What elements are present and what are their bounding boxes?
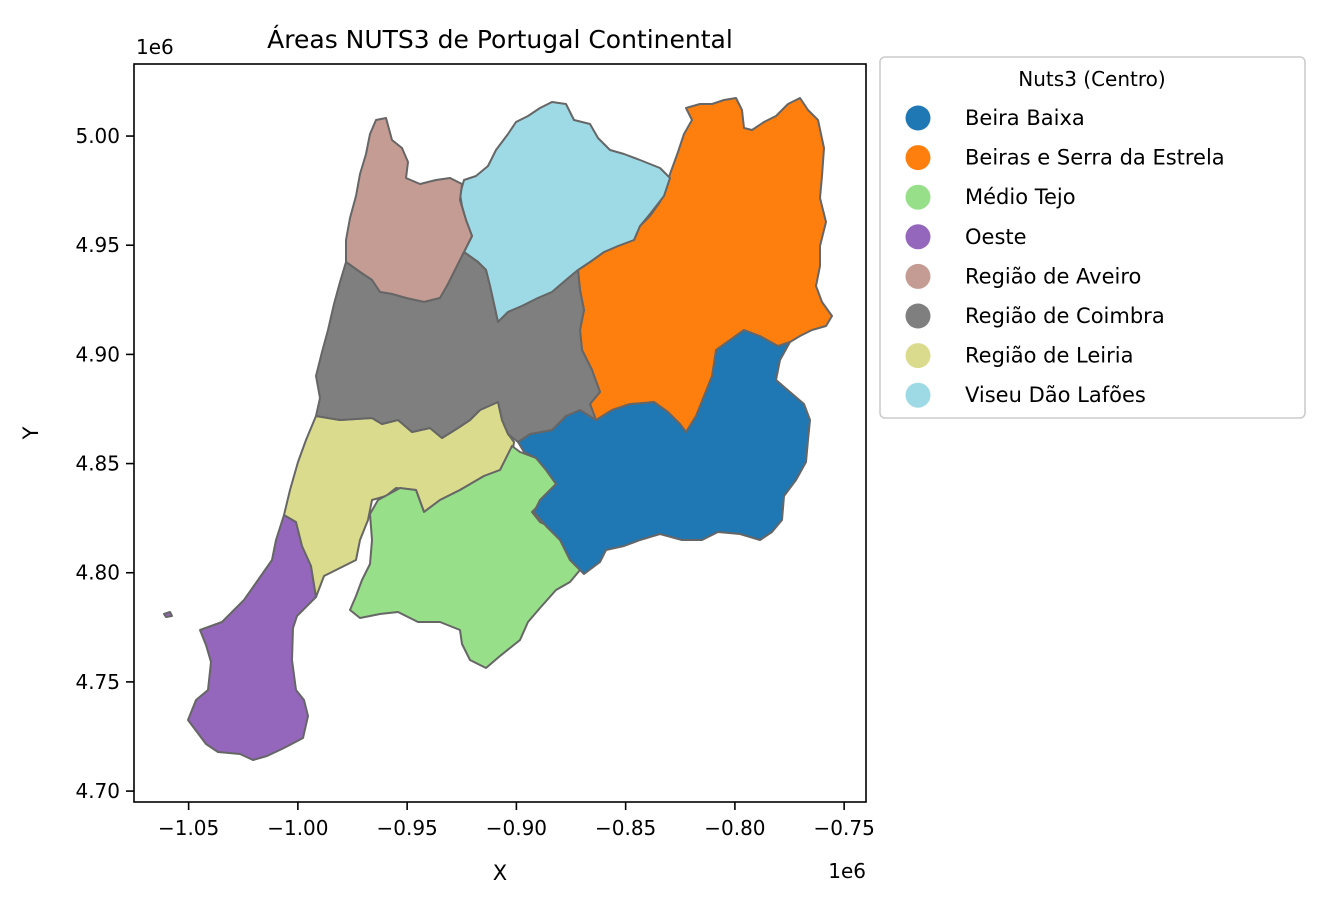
legend-label: Oeste	[965, 225, 1027, 249]
x-tick-label: −0.95	[376, 816, 437, 840]
y-tick-label: 4.75	[75, 670, 120, 694]
x-axis-label: X	[493, 861, 507, 885]
x-tick-label: −0.90	[486, 816, 547, 840]
x-tick-label: −0.80	[704, 816, 765, 840]
map-title: Áreas NUTS3 de Portugal Continental	[267, 25, 733, 54]
legend-items: Beira Baixa Beiras e Serra da Estrela Médi…	[905, 105, 1225, 408]
y-tick-label: 5.00	[75, 124, 120, 148]
x-tick-label: −1.00	[267, 816, 328, 840]
legend-marker	[905, 343, 931, 369]
legend-label: Região de Aveiro	[965, 264, 1141, 288]
region-oeste	[187, 514, 317, 761]
region-beiras-estrela	[577, 97, 833, 433]
y-tick-label: 4.85	[75, 452, 120, 476]
legend-label: Região de Coimbra	[965, 304, 1165, 328]
y-offset-label: 1e6	[136, 35, 174, 59]
legend-label: Beira Baixa	[965, 106, 1085, 130]
legend-marker	[905, 224, 931, 250]
y-tick-label: 4.70	[75, 779, 120, 803]
legend-marker	[905, 184, 931, 210]
legend-frame	[879, 56, 1306, 419]
legend-marker	[905, 105, 931, 131]
y-tick-label: 4.80	[75, 561, 120, 585]
legend: Nuts3 (Centro) Beira Baixa Beiras e Serra…	[879, 56, 1306, 419]
map-regions	[163, 97, 833, 761]
legend-label: Beiras e Serra da Estrela	[965, 146, 1225, 170]
plot-frame	[133, 63, 867, 803]
y-tick-label: 4.95	[75, 233, 120, 257]
x-tick-label: −0.85	[595, 816, 656, 840]
region-island	[163, 611, 173, 618]
y-axis-label: Y	[19, 426, 43, 440]
region-medio-tejo	[349, 445, 581, 669]
legend-label: Região de Leiria	[965, 344, 1133, 368]
region-coimbra	[315, 251, 601, 443]
legend-marker	[905, 263, 931, 289]
legend-label: Viseu Dão Lafões	[965, 383, 1146, 407]
x-tick-label: −0.75	[814, 816, 875, 840]
legend-marker	[905, 382, 931, 408]
y-tick-label: 4.90	[75, 342, 120, 366]
legend-title: Nuts3 (Centro)	[1018, 67, 1165, 91]
x-offset-label: 1e6	[828, 859, 866, 883]
x-axis: −1.05 −1.00 −0.95 −0.90 −0.85 −0.80 −0.75	[158, 802, 875, 840]
legend-label: Médio Tejo	[965, 185, 1076, 209]
x-tick-label: −1.05	[158, 816, 219, 840]
legend-marker	[905, 145, 931, 171]
y-axis: 4.70 4.75 4.80 4.85 4.90 4.95 5.00	[75, 124, 134, 803]
legend-marker	[905, 303, 931, 329]
